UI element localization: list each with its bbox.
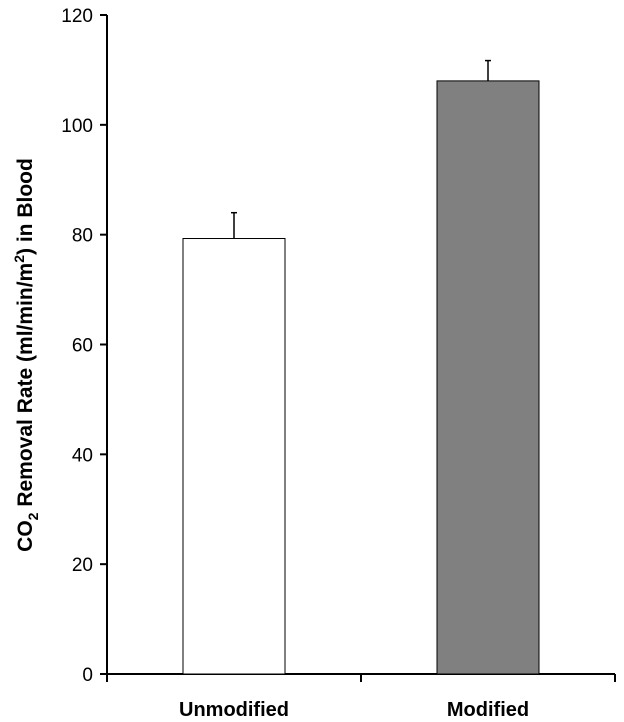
bar-unmodified — [182, 238, 286, 675]
bars — [182, 80, 540, 675]
bar-modified — [436, 80, 540, 675]
y-tick-label: 0 — [82, 665, 93, 686]
y-tick-label: 80 — [72, 226, 93, 247]
x-category-label: Unmodified — [179, 699, 289, 721]
error-bars — [231, 59, 491, 239]
y-axis-title: CO2 Removal Rate (ml/min/m2) in Blood — [11, 158, 41, 552]
x-category-label: Modified — [447, 699, 529, 721]
x-axis: Unmodified Modified — [106, 673, 616, 721]
y-tick-label: 60 — [72, 336, 93, 357]
y-tick-label: 40 — [72, 445, 93, 466]
y-tick-label: 20 — [72, 555, 93, 576]
y-tick-label: 120 — [61, 6, 93, 27]
y-tick-label: 100 — [61, 116, 93, 137]
y-axis: 0 20 40 60 80 100 120 — [61, 6, 108, 686]
